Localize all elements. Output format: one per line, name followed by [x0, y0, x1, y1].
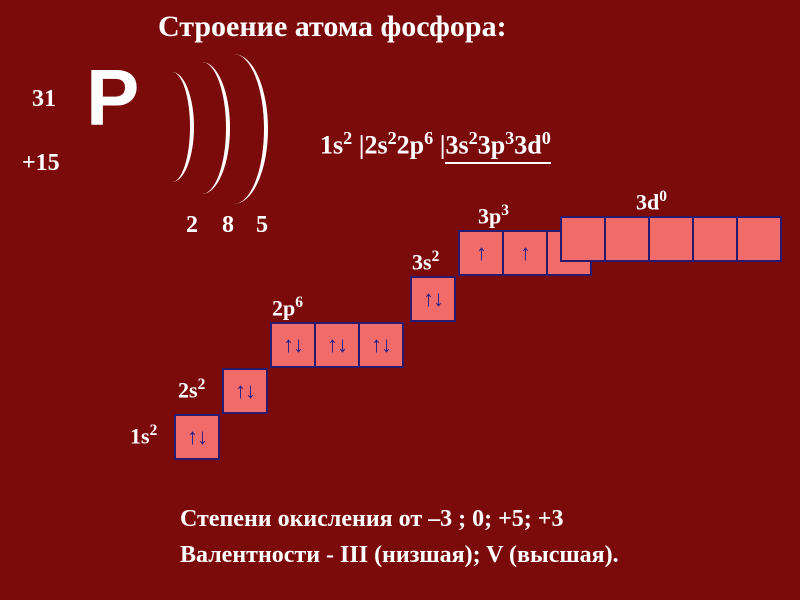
orbital-box: [648, 216, 694, 262]
orbital-box: [736, 216, 782, 262]
ec-separator: |: [352, 131, 364, 160]
valencies: Валентности - III (низшая); V (высшая).: [180, 542, 619, 569]
orbital-label: 1s2: [130, 422, 157, 449]
ec-part: 2p6: [397, 128, 434, 161]
mass-number: 31: [32, 86, 56, 113]
ec-part: 1s2: [320, 128, 352, 161]
orbital-box: [604, 216, 650, 262]
ec-part: 3d0: [514, 128, 551, 164]
orbital-box: [692, 216, 738, 262]
ec-part: 3p3: [478, 128, 515, 164]
orbital-label: 3d0: [636, 188, 667, 215]
orbital-box: ↑: [458, 230, 504, 276]
ec-part: 2s2: [364, 128, 396, 161]
orbital-label: 3p3: [478, 202, 509, 229]
oxidation-states: Степени окисления от –3 ; 0; +5; +3: [180, 506, 563, 533]
shell-count: 8: [222, 212, 234, 239]
orbital-box: ↑: [502, 230, 548, 276]
page-title: Строение атома фосфора:: [158, 10, 507, 44]
orbital-box: ↑↓: [270, 322, 316, 368]
orbital-box: ↑↓: [174, 414, 220, 460]
orbital-label: 2s2: [178, 376, 205, 403]
orbital-box: ↑↓: [222, 368, 268, 414]
orbital-box: ↑↓: [314, 322, 360, 368]
nuclear-charge: +15: [22, 150, 60, 177]
shell-count: 5: [256, 212, 268, 239]
shell-arc: [200, 54, 268, 204]
ec-part: 3s2: [445, 128, 477, 164]
shell-count: 2: [186, 212, 198, 239]
element-symbol: P: [86, 52, 139, 144]
orbital-label: 3s2: [412, 248, 439, 275]
ec-separator: |: [433, 131, 445, 160]
orbital-box: ↑↓: [410, 276, 456, 322]
orbital-box: ↑↓: [358, 322, 404, 368]
orbital-box: [560, 216, 606, 262]
orbital-label: 2p6: [272, 294, 303, 321]
electron-config: 1s2 |2s22p6 |3s23p33d0: [320, 128, 551, 164]
